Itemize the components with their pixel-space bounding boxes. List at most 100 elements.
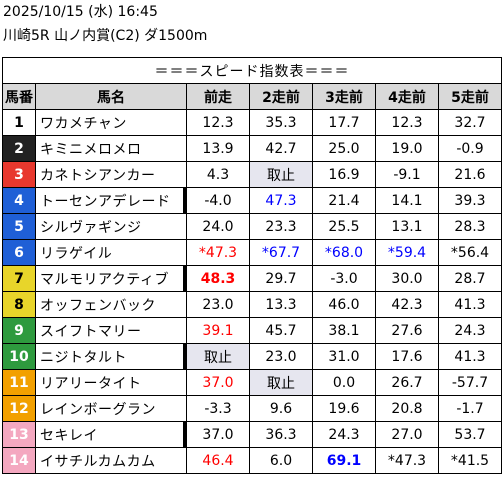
speed-value: 36.3 xyxy=(249,421,313,448)
horse-number: 1 xyxy=(2,109,36,136)
speed-value: 21.6 xyxy=(438,161,502,188)
speed-value: 4.3 xyxy=(186,161,250,188)
table-row: 12 レインボーグラン -3.3 9.6 19.6 20.8 -1.7 xyxy=(2,395,502,422)
speed-value: -9.1 xyxy=(375,161,439,188)
horse-number: 7 xyxy=(2,265,36,292)
horse-name: リラゲイル xyxy=(35,239,187,266)
speed-value: 47.3 xyxy=(249,187,313,214)
speed-value: 37.0 xyxy=(186,421,250,448)
table-row: 1 ワカメチャン 12.3 35.3 17.7 12.3 32.7 xyxy=(2,109,502,136)
horse-number: 13 xyxy=(2,421,36,448)
speed-value: 32.7 xyxy=(438,109,502,136)
speed-value: 13.9 xyxy=(186,135,250,162)
speed-value: -3.0 xyxy=(312,265,376,292)
horse-number: 5 xyxy=(2,213,36,240)
speed-value: 42.3 xyxy=(375,291,439,318)
horse-number: 12 xyxy=(2,395,36,422)
table-row: 6 リラゲイル *47.3 *67.7 *68.0 *59.4 *56.4 xyxy=(2,239,502,266)
speed-value: 27.6 xyxy=(375,317,439,344)
horse-number: 9 xyxy=(2,317,36,344)
speed-value: *59.4 xyxy=(375,239,439,266)
table-row: 11 リアリータイト 37.0 取止 0.0 26.7 -57.7 xyxy=(2,369,502,396)
horse-number: 3 xyxy=(2,161,36,188)
speed-value: 38.1 xyxy=(312,317,376,344)
speed-value: -57.7 xyxy=(438,369,502,396)
speed-value: 39.3 xyxy=(438,187,502,214)
table-row: 10 ニジトタルト 取止 23.0 31.0 17.6 41.3 xyxy=(2,343,502,370)
speed-value: 27.0 xyxy=(375,421,439,448)
horse-number: 11 xyxy=(2,369,36,396)
speed-value: 69.1 xyxy=(312,447,376,474)
speed-value: 13.3 xyxy=(249,291,313,318)
speed-value: 12.3 xyxy=(375,109,439,136)
col-header-2-races-ago: 2走前 xyxy=(249,83,313,110)
speed-value: 42.7 xyxy=(249,135,313,162)
speed-value: *67.7 xyxy=(249,239,313,266)
speed-value: 25.5 xyxy=(312,213,376,240)
speed-value: -3.3 xyxy=(186,395,250,422)
speed-value: 23.0 xyxy=(249,343,313,370)
speed-value: 41.3 xyxy=(438,343,502,370)
speed-value: 取止 xyxy=(249,161,313,188)
horse-name: キミニメロメロ xyxy=(35,135,187,162)
speed-value: 46.4 xyxy=(186,447,250,474)
table-row: 13 セキレイ 37.0 36.3 24.3 27.0 53.7 xyxy=(2,421,502,448)
speed-value: 19.0 xyxy=(375,135,439,162)
table-body: 1 ワカメチャン 12.3 35.3 17.7 12.3 32.7 2 キミニメロメロ 13.9 4… xyxy=(2,109,502,474)
table-row: 9 スイフトマリー 39.1 45.7 38.1 27.6 24.3 xyxy=(2,317,502,344)
horse-name: マルモリアクティブ xyxy=(35,265,187,292)
speed-value: 25.0 xyxy=(312,135,376,162)
speed-value: 28.7 xyxy=(438,265,502,292)
horse-name: ニジトタルト xyxy=(35,343,187,370)
speed-value: 12.3 xyxy=(186,109,250,136)
col-header-name: 馬名 xyxy=(35,83,187,110)
speed-value: 53.7 xyxy=(438,421,502,448)
speed-value: 35.3 xyxy=(249,109,313,136)
horse-name: シルヴァギンジ xyxy=(35,213,187,240)
speed-value: 24.3 xyxy=(438,317,502,344)
table-title: ＝＝＝スピード指数表＝＝＝ xyxy=(2,57,502,84)
speed-value: 17.7 xyxy=(312,109,376,136)
speed-value: 6.0 xyxy=(249,447,313,474)
speed-value: *41.5 xyxy=(438,447,502,474)
speed-value: 24.3 xyxy=(312,421,376,448)
table-row: 8 オッフェンバック 23.0 13.3 46.0 42.3 41.3 xyxy=(2,291,502,318)
speed-value: 37.0 xyxy=(186,369,250,396)
speed-value: -4.0 xyxy=(186,187,250,214)
speed-value: -1.7 xyxy=(438,395,502,422)
speed-value: 29.7 xyxy=(249,265,313,292)
table-header-row: 馬番 馬名 前走 2走前 3走前 4走前 5走前 xyxy=(2,83,502,110)
speed-value: 取止 xyxy=(249,369,313,396)
speed-value: 16.9 xyxy=(312,161,376,188)
horse-number: 6 xyxy=(2,239,36,266)
speed-value: 13.1 xyxy=(375,213,439,240)
race-info: 川崎5R 山ノ内賞(C2) ダ1500m xyxy=(3,28,208,44)
horse-number: 8 xyxy=(2,291,36,318)
horse-name: イサチルカムカム xyxy=(35,447,187,474)
speed-value: 9.6 xyxy=(249,395,313,422)
horse-name: スイフトマリー xyxy=(35,317,187,344)
col-header-last-race: 前走 xyxy=(186,83,250,110)
col-header-3-races-ago: 3走前 xyxy=(312,83,376,110)
speed-value: 30.0 xyxy=(375,265,439,292)
horse-number: 14 xyxy=(2,447,36,474)
speed-value: 45.7 xyxy=(249,317,313,344)
horse-name: オッフェンバック xyxy=(35,291,187,318)
speed-value: 31.0 xyxy=(312,343,376,370)
speed-value: -0.9 xyxy=(438,135,502,162)
col-header-4-races-ago: 4走前 xyxy=(375,83,439,110)
speed-value: 取止 xyxy=(186,343,250,370)
speed-value: 20.8 xyxy=(375,395,439,422)
speed-value: 14.1 xyxy=(375,187,439,214)
speed-value: *47.3 xyxy=(375,447,439,474)
col-header-5-races-ago: 5走前 xyxy=(438,83,502,110)
horse-name: セキレイ xyxy=(35,421,187,448)
table-row: 3 カネトシアンカー 4.3 取止 16.9 -9.1 21.6 xyxy=(2,161,502,188)
horse-name: トーセンアデレード xyxy=(35,187,187,214)
table-row: 14 イサチルカムカム 46.4 6.0 69.1 *47.3 *41.5 xyxy=(2,447,502,474)
speed-index-table: ＝＝＝スピード指数表＝＝＝ 馬番 馬名 前走 2走前 3走前 4走前 5走前 1… xyxy=(2,57,502,474)
horse-number: 2 xyxy=(2,135,36,162)
horse-number: 4 xyxy=(2,187,36,214)
table-row: 4 トーセンアデレード -4.0 47.3 21.4 14.1 39.3 xyxy=(2,187,502,214)
speed-value: 41.3 xyxy=(438,291,502,318)
